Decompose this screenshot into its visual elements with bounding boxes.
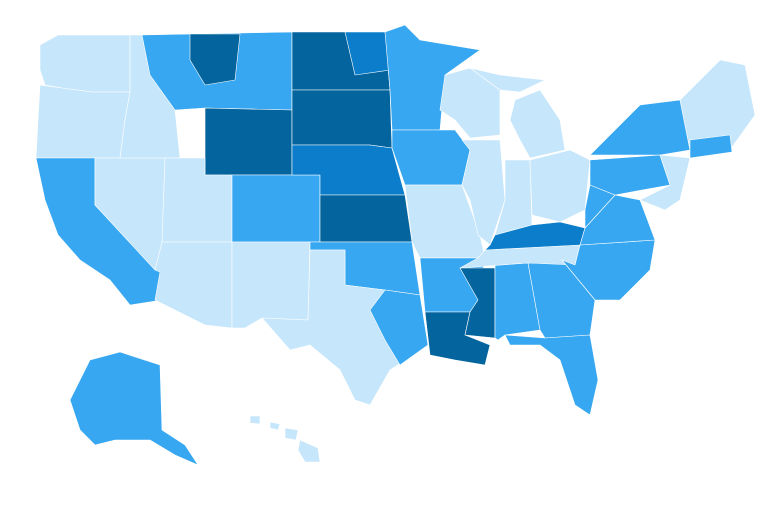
hawaii-kauai: [249, 415, 261, 425]
montana-north: [189, 33, 241, 86]
hawaii-oahu: [269, 421, 281, 431]
alaska-mainland: [69, 351, 199, 466]
oregon: [35, 84, 131, 159]
hawaii-big-island: [297, 439, 321, 463]
wyoming: [204, 107, 293, 176]
colorado: [231, 174, 321, 243]
florida: [504, 334, 599, 416]
texas-east: [369, 289, 429, 366]
illinois: [461, 139, 506, 246]
michigan: [509, 89, 566, 159]
south-dakota: [291, 89, 393, 149]
arizona: [154, 241, 233, 329]
ohio: [529, 149, 591, 223]
michigan-upper: [469, 67, 546, 93]
alaska: [69, 351, 199, 466]
new-mexico: [231, 241, 311, 329]
hawaii: [249, 415, 321, 463]
washington: [39, 34, 131, 93]
hawaii-maui: [284, 427, 299, 441]
iowa: [391, 129, 471, 186]
massachusetts: [689, 134, 733, 159]
mid-atlantic: [639, 154, 691, 211]
new-york: [589, 99, 691, 156]
texas: [261, 249, 429, 406]
states: [35, 24, 756, 416]
pennsylvania: [589, 154, 671, 196]
kansas: [319, 194, 413, 243]
kentucky: [484, 221, 586, 251]
